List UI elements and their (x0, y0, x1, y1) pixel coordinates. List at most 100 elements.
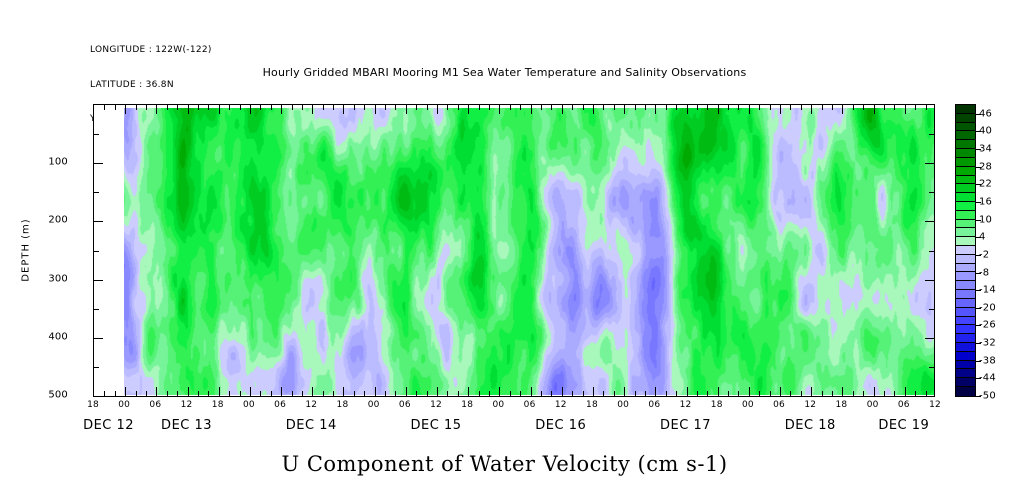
y-tick (94, 163, 103, 165)
x-tick (166, 391, 168, 396)
x-tick (104, 391, 106, 396)
chart-title: Hourly Gridded MBARI Mooring M1 Sea Wate… (262, 66, 747, 79)
y-tick (925, 163, 934, 165)
x-tick (260, 391, 262, 396)
y-tick (925, 221, 934, 223)
colorbar-tick-label: -2 (979, 249, 990, 261)
x-tick (738, 391, 740, 396)
x-hour-label: 18 (87, 400, 99, 410)
colorbar-tick-label: -32 (979, 337, 996, 349)
x-tick (748, 387, 750, 396)
colorbar-band (956, 272, 975, 282)
x-tick (468, 387, 470, 396)
x-day-label: DEC 18 (784, 418, 836, 433)
x-tick (592, 105, 594, 114)
x-tick (395, 391, 397, 396)
x-tick (291, 391, 293, 396)
x-tick (416, 105, 418, 110)
colorbar-band (956, 325, 975, 335)
x-tick (728, 391, 730, 396)
x-tick (426, 391, 428, 396)
x-tick (145, 391, 147, 396)
x-hour-label: 18 (336, 400, 349, 410)
colorbar-band (956, 131, 975, 141)
x-hour-label: 06 (648, 400, 661, 410)
x-tick (603, 105, 605, 110)
x-tick (301, 391, 303, 396)
x-tick (832, 391, 834, 396)
y-tick (925, 279, 934, 281)
x-tick (696, 105, 698, 110)
x-tick (551, 391, 553, 396)
x-tick (135, 391, 137, 396)
x-tick (395, 105, 397, 110)
x-tick (634, 391, 636, 396)
colorbar-tick-label: 46 (979, 108, 993, 120)
x-tick (863, 105, 865, 110)
colorbar-band (956, 140, 975, 150)
colorbar-band (956, 290, 975, 299)
x-tick (291, 105, 293, 110)
x-tick (863, 391, 865, 396)
colorbar-tick (976, 290, 981, 292)
colorbar-band (956, 351, 975, 361)
x-tick (717, 387, 719, 396)
colorbar-band (956, 113, 975, 123)
x-tick (437, 105, 439, 114)
x-tick (509, 391, 511, 396)
x-tick (769, 391, 771, 396)
y-tick (925, 337, 934, 339)
x-tick (873, 105, 875, 114)
x-tick (166, 105, 168, 110)
x-tick (769, 105, 771, 110)
colorbar-band (956, 122, 975, 132)
x-day-label: DEC 13 (161, 418, 213, 433)
x-tick (592, 387, 594, 396)
x-hour-label: 00 (367, 400, 380, 410)
x-tick (915, 391, 917, 396)
x-hour-label: 12 (554, 400, 567, 410)
colorbar-band (956, 369, 975, 379)
x-tick (852, 391, 854, 396)
x-tick (405, 105, 407, 114)
x-tick (416, 391, 418, 396)
x-tick (333, 105, 335, 110)
x-tick (800, 391, 802, 396)
x-day-label: DEC 15 (410, 418, 462, 433)
x-tick (572, 105, 574, 110)
x-tick (551, 105, 553, 110)
y-tick-label: 200 (48, 214, 68, 226)
colorbar-band (956, 105, 975, 114)
x-tick (780, 105, 782, 114)
colorbar-tick (976, 272, 981, 274)
x-tick (821, 105, 823, 110)
colorbar-tick-label: 4 (979, 231, 986, 243)
x-tick (239, 105, 241, 110)
colorbar (955, 104, 976, 397)
colorbar-tick (976, 378, 981, 380)
x-tick (540, 391, 542, 396)
colorbar-tick-label: -38 (979, 355, 996, 367)
x-tick (208, 105, 210, 110)
x-tick (686, 105, 688, 114)
x-day-label: DEC 12 (83, 418, 135, 433)
x-tick (520, 105, 522, 110)
x-tick (125, 387, 127, 396)
colorbar-band (956, 254, 975, 264)
x-hour-label: 18 (211, 400, 224, 410)
y-tick (94, 337, 103, 339)
x-hour-label: 18 (835, 400, 848, 410)
x-tick (270, 391, 272, 396)
x-tick (561, 387, 563, 396)
x-tick (644, 391, 646, 396)
x-hour-label: 18 (710, 400, 723, 410)
x-tick (728, 105, 730, 110)
y-tick-label: 400 (48, 331, 68, 343)
x-hour-label: 12 (804, 400, 817, 410)
x-tick (696, 391, 698, 396)
x-hour-label: 12 (679, 400, 692, 410)
x-tick (312, 105, 314, 114)
x-tick (447, 391, 449, 396)
x-hour-label: 00 (492, 400, 505, 410)
colorbar-tick-label: -8 (979, 267, 990, 279)
